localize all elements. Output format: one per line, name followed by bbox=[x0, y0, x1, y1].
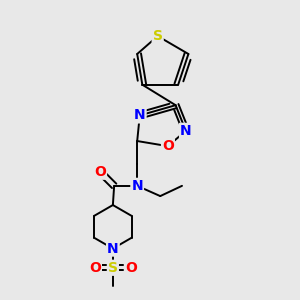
Text: N: N bbox=[107, 242, 119, 256]
Text: O: O bbox=[125, 261, 137, 275]
Text: O: O bbox=[94, 165, 106, 179]
Text: O: O bbox=[162, 139, 174, 153]
Text: N: N bbox=[131, 179, 143, 193]
Text: O: O bbox=[89, 261, 101, 275]
Text: N: N bbox=[134, 108, 146, 122]
Text: S: S bbox=[153, 29, 163, 43]
Text: N: N bbox=[180, 124, 192, 138]
Text: S: S bbox=[108, 261, 118, 275]
